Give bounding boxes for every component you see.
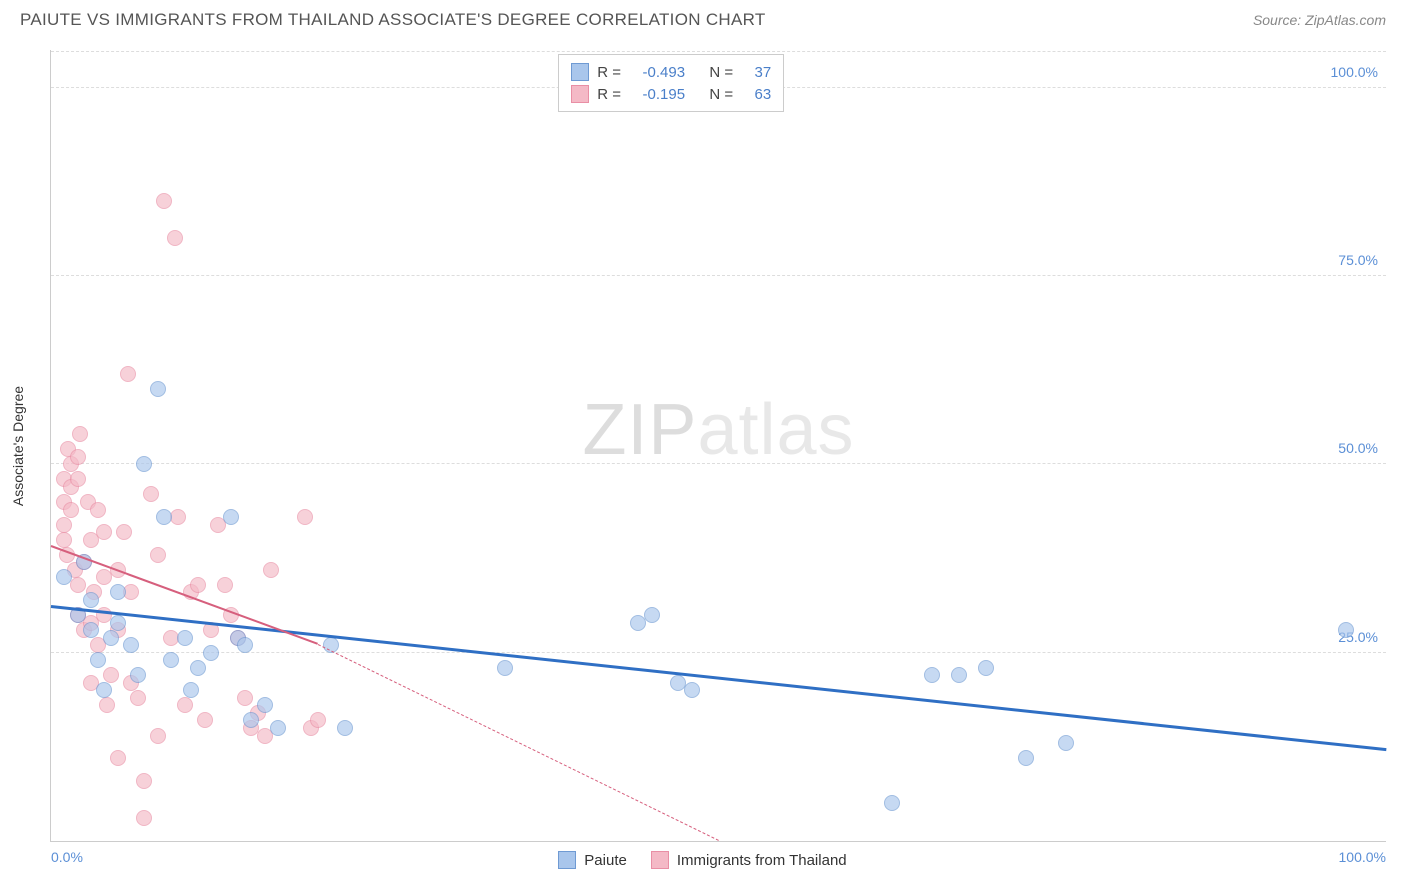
stat-n-value: 63 xyxy=(741,86,771,103)
data-point xyxy=(90,652,106,668)
data-point xyxy=(136,773,152,789)
data-point xyxy=(96,524,112,540)
legend-label: Immigrants from Thailand xyxy=(677,852,847,869)
data-point xyxy=(110,750,126,766)
data-point xyxy=(110,615,126,631)
data-point xyxy=(203,645,219,661)
data-point xyxy=(90,502,106,518)
data-point xyxy=(163,652,179,668)
data-point xyxy=(951,667,967,683)
data-point xyxy=(116,524,132,540)
data-point xyxy=(63,502,79,518)
stat-r-label: R = xyxy=(597,64,621,81)
data-point xyxy=(263,562,279,578)
data-point xyxy=(257,697,273,713)
data-point xyxy=(56,517,72,533)
chart-area: Associate's Degree ZIPatlas 25.0%50.0%75… xyxy=(50,50,1386,842)
chart-title: PAIUTE VS IMMIGRANTS FROM THAILAND ASSOC… xyxy=(20,10,766,30)
data-point xyxy=(310,712,326,728)
data-point xyxy=(190,577,206,593)
data-point xyxy=(1338,622,1354,638)
data-point xyxy=(83,592,99,608)
series-legend: Paiute Immigrants from Thailand xyxy=(558,851,846,869)
plot-region: ZIPatlas 25.0%50.0%75.0%100.0%0.0%100.0%… xyxy=(50,50,1386,842)
legend-swatch xyxy=(651,851,669,869)
y-axis-label: Associate's Degree xyxy=(10,386,26,506)
data-point xyxy=(56,532,72,548)
gridline xyxy=(51,51,1386,52)
data-point xyxy=(1018,750,1034,766)
data-point xyxy=(684,682,700,698)
data-point xyxy=(150,381,166,397)
data-point xyxy=(156,509,172,525)
data-point xyxy=(156,193,172,209)
data-point xyxy=(177,697,193,713)
data-point xyxy=(103,667,119,683)
data-point xyxy=(143,486,159,502)
data-point xyxy=(190,660,206,676)
data-point xyxy=(217,577,233,593)
legend-item: Paiute xyxy=(558,851,627,869)
gridline xyxy=(51,652,1386,653)
gridline xyxy=(51,275,1386,276)
stat-r-value: -0.195 xyxy=(629,86,685,103)
gridline xyxy=(51,463,1386,464)
data-point xyxy=(70,471,86,487)
data-point xyxy=(136,810,152,826)
stats-legend-row: R = -0.493 N = 37 xyxy=(571,61,771,83)
data-point xyxy=(644,607,660,623)
data-point xyxy=(924,667,940,683)
stat-r-label: R = xyxy=(597,86,621,103)
y-tick-label: 75.0% xyxy=(1338,252,1378,268)
data-point xyxy=(884,795,900,811)
legend-swatch xyxy=(558,851,576,869)
data-point xyxy=(70,449,86,465)
y-tick-label: 50.0% xyxy=(1338,440,1378,456)
data-point xyxy=(237,690,253,706)
stat-r-value: -0.493 xyxy=(629,64,685,81)
watermark: ZIPatlas xyxy=(582,389,854,471)
data-point xyxy=(120,366,136,382)
stats-legend-row: R = -0.195 N = 63 xyxy=(571,83,771,105)
data-point xyxy=(297,509,313,525)
data-point xyxy=(270,720,286,736)
data-point xyxy=(497,660,513,676)
legend-label: Paiute xyxy=(584,852,627,869)
data-point xyxy=(183,682,199,698)
data-point xyxy=(99,697,115,713)
data-point xyxy=(337,720,353,736)
stat-n-label: N = xyxy=(709,86,733,103)
data-point xyxy=(197,712,213,728)
x-tick-label: 0.0% xyxy=(51,849,83,865)
data-point xyxy=(243,712,259,728)
data-point xyxy=(167,230,183,246)
stat-n-value: 37 xyxy=(741,64,771,81)
x-tick-label: 100.0% xyxy=(1339,849,1386,865)
y-tick-label: 100.0% xyxy=(1331,64,1378,80)
data-point xyxy=(1058,735,1074,751)
data-point xyxy=(96,682,112,698)
stats-legend: R = -0.493 N = 37 R = -0.195 N = 63 xyxy=(558,54,784,112)
data-point xyxy=(237,637,253,653)
data-point xyxy=(130,667,146,683)
trend-line xyxy=(318,644,719,841)
data-point xyxy=(56,569,72,585)
legend-item: Immigrants from Thailand xyxy=(651,851,847,869)
data-point xyxy=(136,456,152,472)
data-point xyxy=(130,690,146,706)
data-point xyxy=(150,547,166,563)
data-point xyxy=(103,630,119,646)
data-point xyxy=(150,728,166,744)
stat-n-label: N = xyxy=(709,64,733,81)
data-point xyxy=(110,584,126,600)
source-label: Source: ZipAtlas.com xyxy=(1253,12,1386,28)
legend-swatch xyxy=(571,63,589,81)
data-point xyxy=(223,509,239,525)
data-point xyxy=(72,426,88,442)
data-point xyxy=(123,637,139,653)
data-point xyxy=(978,660,994,676)
data-point xyxy=(83,622,99,638)
legend-swatch xyxy=(571,85,589,103)
data-point xyxy=(177,630,193,646)
